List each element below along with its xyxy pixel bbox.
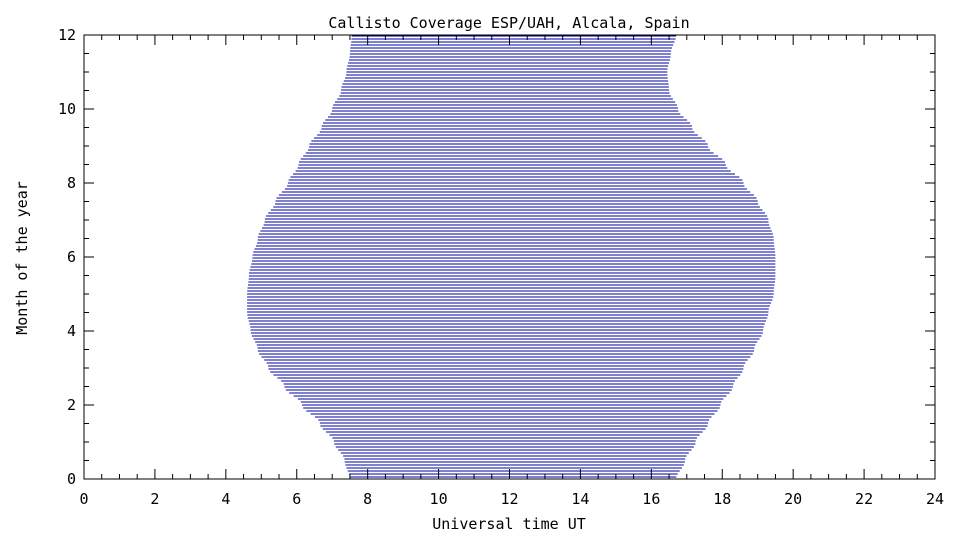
x-tick-label: 18 [713,490,731,508]
x-tick-label: 8 [363,490,372,508]
x-tick-label: 24 [926,490,944,508]
y-tick-label: 2 [67,396,76,414]
y-tick-label: 12 [58,26,76,44]
x-axis-label: Universal time UT [432,515,586,533]
x-tick-label: 10 [430,490,448,508]
y-axis-label: Month of the year [13,181,31,335]
axis-ticks [83,34,936,480]
coverage-area [247,35,776,478]
x-tick-label: 16 [642,490,660,508]
x-tick-label: 14 [571,490,589,508]
x-tick-label: 22 [855,490,873,508]
x-tick-label: 0 [79,490,88,508]
x-tick-label: 20 [784,490,802,508]
y-tick-label: 6 [67,248,76,266]
y-tick-label: 4 [67,322,76,340]
chart-title: Callisto Coverage ESP/UAH, Alcala, Spain [328,14,689,32]
y-tick-label: 0 [67,470,76,488]
y-tick-label: 10 [58,100,76,118]
x-tick-label: 6 [292,490,301,508]
x-tick-label: 2 [150,490,159,508]
x-tick-label: 4 [221,490,230,508]
x-tick-label: 12 [500,490,518,508]
y-tick-label: 8 [67,174,76,192]
y-tick-labels: 0 2 4 6 8 10 12 [58,26,76,488]
x-tick-labels: 0 2 4 6 8 10 12 14 16 18 20 22 24 [79,490,944,508]
